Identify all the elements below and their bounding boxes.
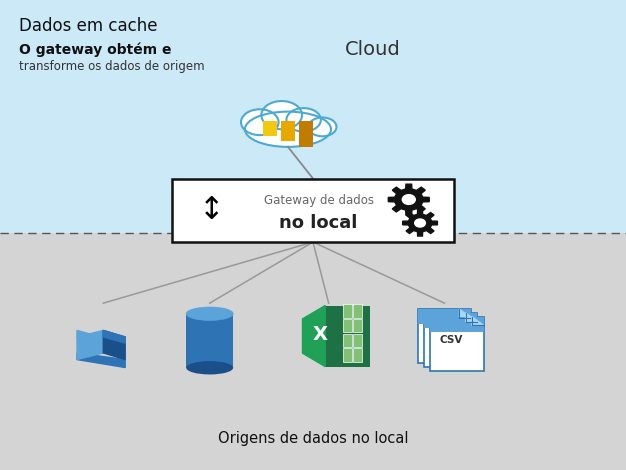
Text: transforme os dados de origem: transforme os dados de origem [19, 60, 205, 73]
Text: no local: no local [279, 214, 358, 232]
Bar [424, 313, 477, 367]
Polygon shape [388, 184, 429, 215]
Ellipse shape [287, 108, 321, 132]
Bar [343, 348, 352, 362]
Polygon shape [466, 313, 477, 321]
Bar [343, 304, 352, 318]
Text: Gateway de dados: Gateway de dados [264, 194, 374, 207]
Ellipse shape [187, 307, 233, 321]
Ellipse shape [241, 109, 279, 135]
Bar [353, 348, 362, 362]
Text: Cloud: Cloud [344, 40, 401, 59]
Polygon shape [103, 330, 125, 360]
Text: CSV: CSV [439, 336, 463, 345]
Polygon shape [403, 210, 438, 236]
Bar [418, 309, 471, 324]
Bar [343, 319, 352, 332]
Bar [280, 121, 295, 141]
Bar [0, 233, 626, 470]
Text: ↕: ↕ [199, 196, 224, 225]
Ellipse shape [261, 101, 302, 129]
Polygon shape [459, 309, 471, 318]
Bar [353, 304, 362, 318]
Polygon shape [472, 317, 483, 325]
Bar [353, 319, 362, 332]
Text: O gateway obtém e: O gateway obtém e [19, 42, 172, 56]
Polygon shape [77, 330, 103, 360]
Text: Dados em cache: Dados em cache [19, 17, 157, 35]
Polygon shape [103, 330, 125, 343]
Bar [343, 334, 352, 347]
Bar [262, 121, 277, 136]
Bar [431, 317, 483, 332]
Circle shape [414, 219, 426, 227]
Ellipse shape [187, 361, 233, 375]
Bar [353, 334, 362, 347]
Text: Origens de dados no local: Origens de dados no local [218, 431, 408, 446]
Polygon shape [77, 353, 125, 368]
Bar [172, 179, 454, 242]
Polygon shape [302, 306, 326, 367]
Text: X: X [313, 325, 328, 345]
Ellipse shape [245, 111, 331, 147]
Bar [0, 0, 626, 233]
Bar [326, 306, 370, 367]
Bar [187, 314, 233, 368]
Bar [424, 313, 477, 328]
Bar [418, 309, 471, 363]
Bar [431, 317, 483, 370]
Circle shape [403, 195, 415, 204]
Polygon shape [77, 330, 101, 343]
Ellipse shape [308, 118, 337, 136]
Bar [299, 121, 314, 147]
